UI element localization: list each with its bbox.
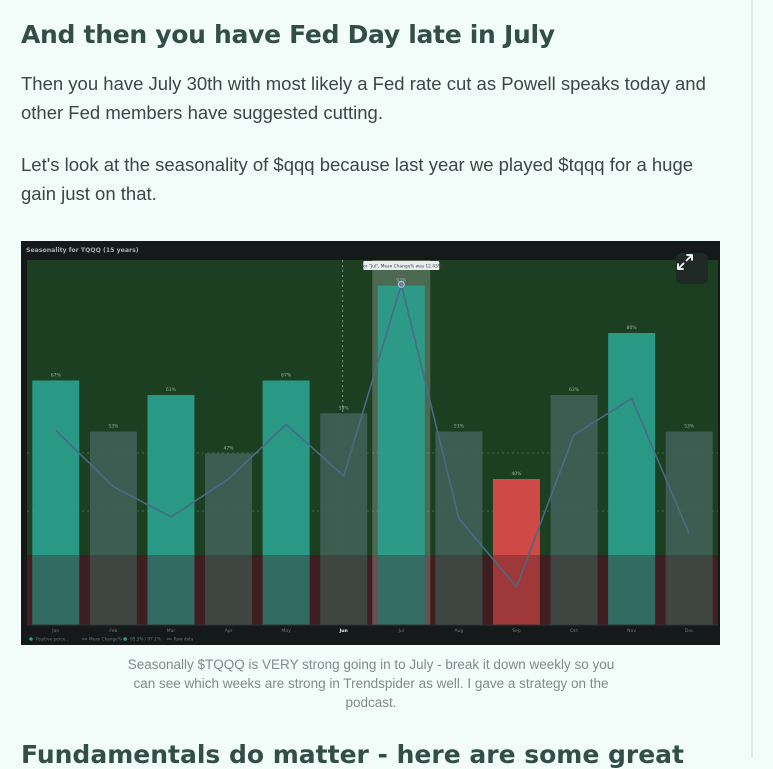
chart-bar-negative-tint <box>435 555 482 625</box>
chart-tooltip-text: For "Jul", Mean Change% was 12.43% <box>361 264 442 270</box>
chart-bar-sep: 40% <box>493 471 540 625</box>
chart-x-tick-label: Mar <box>167 628 176 634</box>
chart-bar-negative-tint <box>320 555 367 625</box>
chart-bar-feb: 53% <box>90 424 137 625</box>
chart-bar-label: 47% <box>224 445 235 451</box>
chart-tooltip: For "Jul", Mean Change% was 12.43% <box>361 261 442 270</box>
chart-legend-label: 95.5% / 97.1% <box>130 637 161 642</box>
chart-bar-negative-tint <box>493 555 540 625</box>
chart-bar-label: 67% <box>51 372 62 378</box>
chart-bar-oct: 63% <box>551 387 598 625</box>
chart-bar-negative-tint <box>263 555 310 625</box>
chart-x-tick-label: Feb <box>109 628 117 634</box>
chart-x-tick-label: Jun <box>339 628 348 634</box>
seasonality-chart: Seasonality for TQQQ (15 years) 67% 53% 63%… <box>21 241 720 645</box>
chart-legend-swatch <box>123 637 127 641</box>
chart-bar-label: 53% <box>108 424 119 430</box>
chart-legend-swatch <box>29 637 33 641</box>
chart-legend-label: Raw data <box>174 637 194 642</box>
chart-bar-negative-tint <box>205 555 252 625</box>
chart-bar-jun: 58% <box>320 405 367 625</box>
chart-bar-label: 53% <box>454 424 465 430</box>
chart-bar-label: 53% <box>684 424 695 430</box>
chart-bar-label: 80% <box>627 325 638 331</box>
chart-legend-item: Positive perce... <box>29 637 69 642</box>
chart-bar-label: 40% <box>511 471 522 477</box>
chart-x-tick-label: Apr <box>225 628 233 634</box>
chart-legend-label: Positive perce... <box>36 637 69 642</box>
chart-x-tick-label: Jul <box>398 628 405 634</box>
expand-image-button[interactable] <box>676 253 708 284</box>
next-section-heading: Fundamentals do matter - here are some g… <box>21 740 684 769</box>
chart-x-tick-label: May <box>281 628 291 634</box>
chart-bar-negative-tint <box>90 555 137 625</box>
chart-bar-label: 63% <box>166 387 177 393</box>
chart-bar-negative-tint <box>32 555 79 625</box>
chart-x-tick-label: Sep <box>512 628 521 634</box>
seasonality-chart-figure[interactable]: Seasonality for TQQQ (15 years) 67% 53% 63%… <box>21 241 720 645</box>
chart-active-point <box>398 281 404 287</box>
chart-bar-nov: 80% <box>608 325 655 625</box>
chart-x-tick-label: Dec <box>685 628 694 634</box>
chart-bar-label: 67% <box>281 372 292 378</box>
figure-caption: Seasonally $TQQQ is VERY strong going in… <box>121 655 621 712</box>
chart-bar-negative-tint <box>147 555 194 625</box>
chart-bar-apr: 47% <box>205 445 252 625</box>
chart-legend-item: 95.5% / 97.1% <box>123 637 160 642</box>
chart-x-tick-label: Jan <box>51 628 59 634</box>
content-column-border <box>751 0 753 758</box>
chart-bar-negative-tint <box>608 555 655 625</box>
chart-bar-jul: 93% <box>378 278 425 625</box>
paragraph-fed-rate: Then you have July 30th with most likely… <box>21 69 731 127</box>
chart-x-tick-label: Oct <box>570 628 578 634</box>
chart-bar-label: 58% <box>339 405 350 411</box>
chart-legend-label: Mean Change% <box>89 637 122 642</box>
chart-x-tick-label: Nov <box>627 628 636 634</box>
chart-bar-negative-tint <box>666 555 713 625</box>
expand-icon <box>676 253 694 271</box>
chart-bar-jan: 67% <box>32 372 79 625</box>
paragraph-seasonality: Let's look at the seasonality of $qqq be… <box>21 150 731 208</box>
chart-legend-item: Raw data <box>167 637 194 642</box>
chart-bar-may: 67% <box>263 372 310 625</box>
chart-bar-dec: 53% <box>666 424 713 625</box>
section-heading: And then you have Fed Day late in July <box>21 20 555 49</box>
chart-bar-label: 63% <box>569 387 580 393</box>
chart-bar-negative-tint <box>378 555 425 625</box>
chart-title: Seasonality for TQQQ (15 years) <box>26 247 139 254</box>
chart-bar-negative-tint <box>551 555 598 625</box>
chart-legend-item: Mean Change% <box>82 637 122 642</box>
chart-x-tick-label: Aug <box>454 628 463 634</box>
